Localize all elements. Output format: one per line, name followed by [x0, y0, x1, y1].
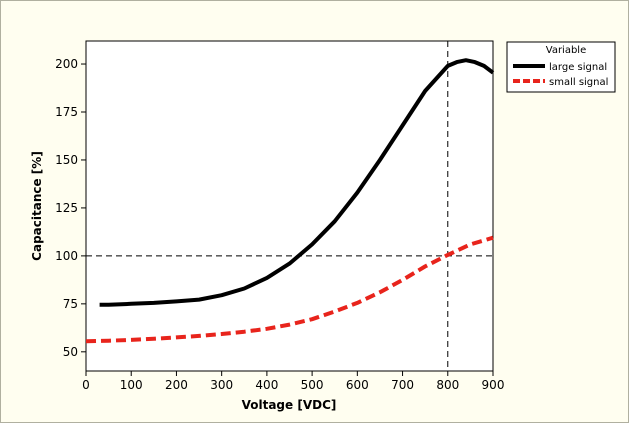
series-line-large-signal: [99, 58, 495, 307]
y-tick-label-125: 125: [55, 201, 78, 215]
reference-lines: [86, 41, 493, 371]
series-layer: [85, 58, 495, 344]
x-tick-label-300: 300: [210, 378, 233, 392]
legend-label-large-signal: large signal: [549, 62, 607, 73]
plot-area: [85, 40, 494, 372]
x-tick-label-600: 600: [346, 378, 369, 392]
y-tick-label-100: 100: [55, 249, 78, 263]
y-tick-label-200: 200: [55, 57, 78, 71]
x-tick-label-100: 100: [120, 378, 143, 392]
legend: Variable large signal small signal: [506, 41, 616, 93]
x-tick-label-800: 800: [436, 378, 459, 392]
series-line-small-signal: [85, 235, 494, 344]
x-tick-label-900: 900: [482, 378, 505, 392]
x-axis-title: Voltage [VDC]: [242, 398, 337, 412]
y-tick-label-75: 75: [63, 297, 78, 311]
x-tick-label-0: 0: [82, 378, 90, 392]
y-tick-label-150: 150: [55, 153, 78, 167]
x-tick-label-400: 400: [255, 378, 278, 392]
legend-title: Variable: [546, 45, 587, 56]
y-tick-label-175: 175: [55, 105, 78, 119]
y-tick-label-50: 50: [63, 345, 78, 359]
x-tick-label-500: 500: [301, 378, 324, 392]
x-tick-label-200: 200: [165, 378, 188, 392]
y-axis: 50 75 100 125 150 175 200: [55, 57, 86, 359]
legend-label-small-signal: small signal: [549, 77, 608, 88]
y-axis-title: Capacitance [%]: [30, 151, 44, 261]
x-tick-label-700: 700: [391, 378, 414, 392]
x-axis: 0 100 200 300 400 500 600 700 800 900: [82, 371, 504, 392]
